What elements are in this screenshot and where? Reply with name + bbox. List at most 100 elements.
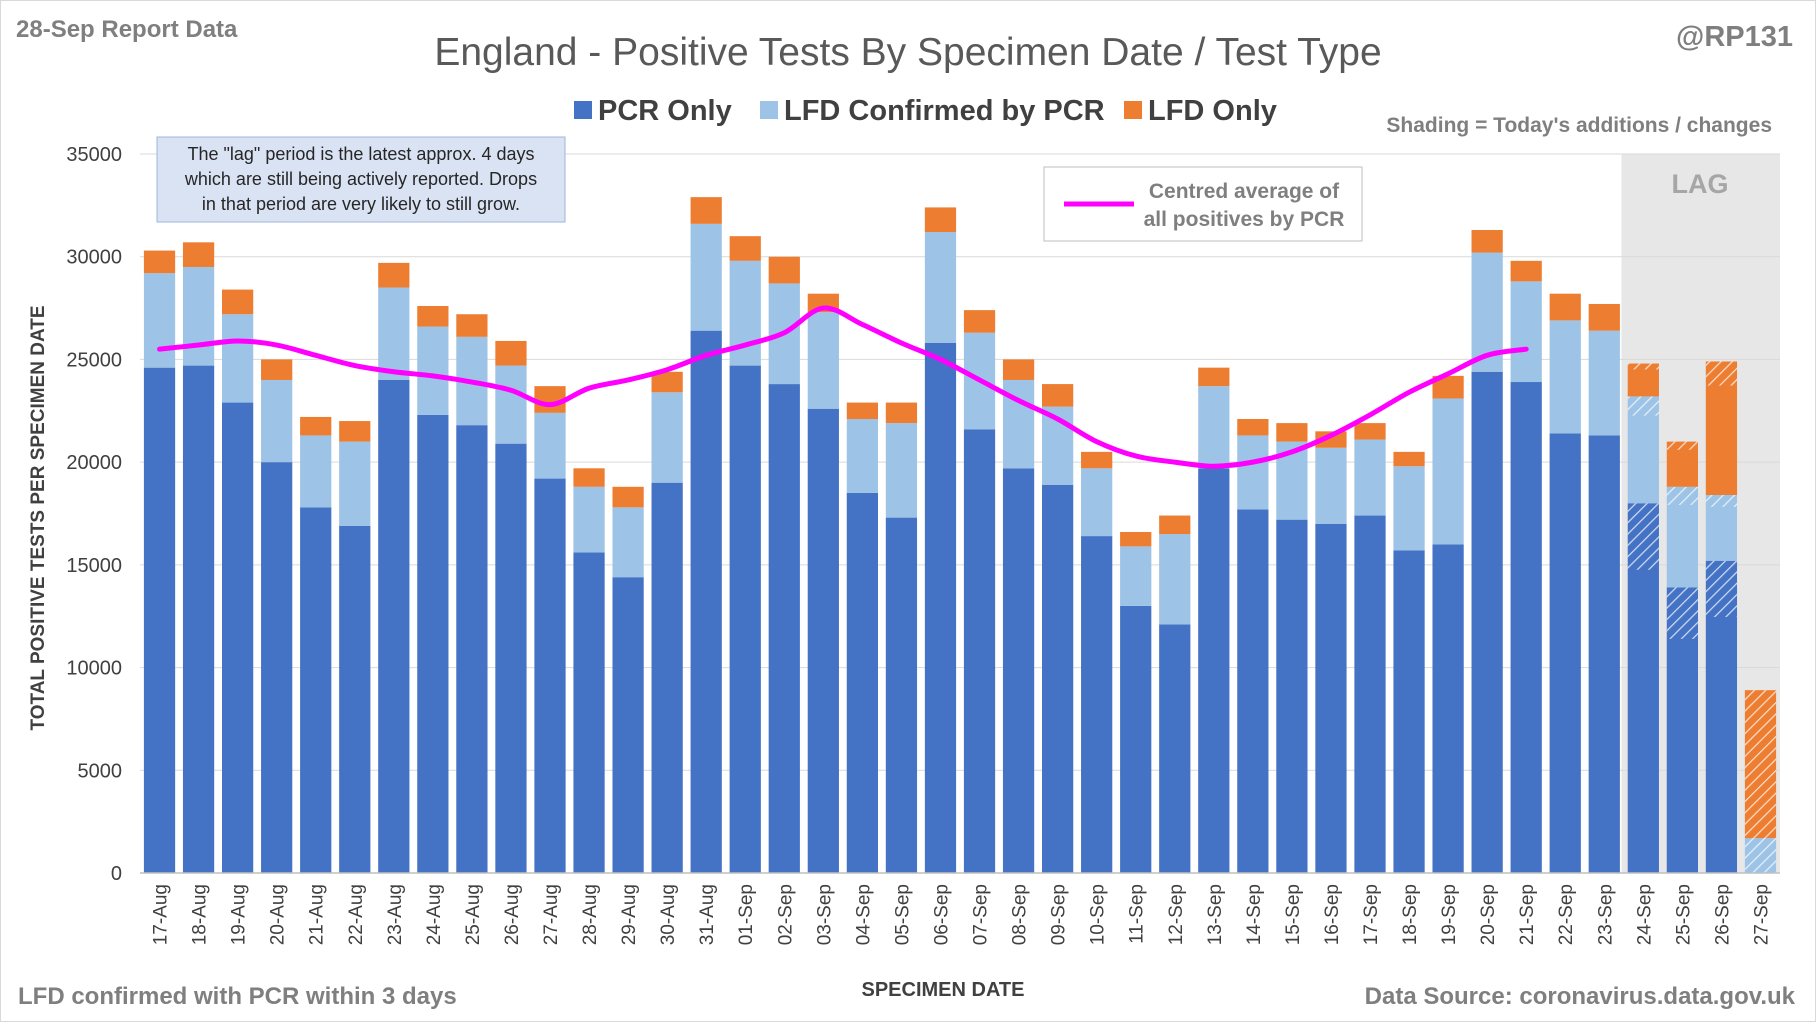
x-tick-label: 20-Aug: [268, 884, 289, 945]
x-tick-label: 19-Aug: [229, 884, 250, 945]
x-tick-label: 30-Aug: [658, 884, 679, 945]
bar-pcr-only: [651, 482, 683, 873]
bar-shading-overlay: [1705, 495, 1738, 507]
bar-pcr-only: [534, 478, 566, 873]
x-tick-label: 29-Aug: [619, 884, 640, 945]
x-tick-label: 28-Aug: [580, 884, 601, 945]
bar-lfd-only: [1120, 531, 1152, 547]
y-tick-label: 30000: [66, 247, 122, 269]
x-tick-label: 05-Sep: [892, 884, 913, 945]
x-tick-label: 22-Aug: [346, 884, 367, 945]
legend-label-lfd-confirmed: LFD Confirmed by PCR: [784, 95, 1105, 127]
bar-lfd-only: [690, 197, 722, 224]
report-date-label: 28-Sep Report Data: [16, 16, 238, 43]
bar-lfd-only: [1588, 303, 1620, 331]
bar-shading-overlay: [1744, 690, 1777, 839]
x-tick-label: 11-Sep: [1127, 884, 1148, 944]
bar-lfd-confirmed: [1432, 398, 1464, 545]
bar-shading-overlay: [1666, 486, 1698, 505]
x-tick-label: 26-Sep: [1712, 884, 1733, 945]
bar-lfd-confirmed: [261, 379, 293, 463]
bar-lfd-only: [300, 416, 332, 436]
bar-lfd-only: [417, 306, 449, 327]
bar-pcr-only: [924, 342, 957, 874]
bar-lfd-confirmed: [182, 266, 215, 366]
bar-pcr-only: [1276, 519, 1308, 873]
bar-lfd-only: [1315, 431, 1347, 448]
bar-lfd-only: [495, 340, 527, 366]
bar-lfd-confirmed: [612, 507, 644, 578]
bar-shading-overlay: [1705, 361, 1738, 386]
x-tick-label: 22-Sep: [1556, 884, 1577, 945]
bar-lfd-confirmed: [1549, 320, 1581, 434]
bar-pcr-only: [1315, 523, 1347, 873]
bar-shading-overlay: [1666, 587, 1698, 639]
x-tick-label: 04-Sep: [853, 884, 874, 945]
x-axis-ticks: 17-Aug 18-Aug 19-Aug 20-Aug 21-Aug 22-Aug 23-A…: [151, 884, 1773, 945]
bar-shading-overlay: [1627, 396, 1659, 416]
x-tick-label: 19-Sep: [1439, 884, 1460, 945]
bar-lfd-only: [378, 262, 410, 288]
bars: [143, 197, 1777, 874]
bar-lfd-confirmed: [378, 287, 410, 380]
bar-lfd-only: [1159, 515, 1191, 535]
x-tick-label: 25-Aug: [463, 884, 484, 945]
bar-pcr-only: [456, 425, 488, 873]
bar-lfd-confirmed: [1159, 534, 1191, 625]
bar-shading-overlay: [1627, 503, 1659, 570]
x-tick-label: 02-Sep: [775, 884, 796, 945]
lag-label: LAG: [1672, 169, 1729, 199]
bar-lfd-only: [768, 256, 800, 284]
x-tick-label: 20-Sep: [1478, 884, 1499, 945]
bar-pcr-only: [143, 367, 176, 873]
bar-shading-overlay: [1744, 838, 1777, 873]
bar-lfd-only: [1042, 384, 1074, 407]
bar-lfd-confirmed: [1354, 439, 1386, 516]
bar-lfd-confirmed: [1198, 386, 1230, 469]
bar-lfd-only: [1393, 451, 1425, 467]
annotation-line-1: The "lag" period is the latest approx. 4…: [188, 144, 535, 164]
y-tick-label: 5000: [78, 760, 123, 782]
x-tick-label: 24-Sep: [1634, 884, 1655, 945]
bar-pcr-only: [1354, 515, 1386, 873]
bar-lfd-only: [182, 242, 215, 267]
bar-lfd-only: [1471, 230, 1503, 253]
bar-pcr-only: [222, 402, 254, 873]
bar-lfd-confirmed: [651, 392, 683, 483]
legend-swatch-lfd-confirmed: [760, 101, 778, 119]
average-line-legend: Centred average of all positives by PCR: [1043, 166, 1363, 242]
bar-pcr-only: [339, 525, 371, 873]
y-tick-label: 15000: [66, 555, 122, 577]
bar-pcr-only: [378, 379, 410, 873]
x-tick-label: 10-Sep: [1088, 884, 1109, 945]
x-tick-label: 18-Sep: [1400, 884, 1421, 945]
bar-lfd-only: [261, 359, 293, 380]
bar-lfd-confirmed: [1315, 447, 1347, 524]
y-tick-label: 10000: [66, 658, 122, 680]
bar-lfd-confirmed: [1120, 546, 1152, 606]
bar-lfd-confirmed: [417, 326, 449, 415]
x-tick-label: 06-Sep: [931, 884, 952, 945]
bar-pcr-only: [846, 492, 878, 873]
x-tick-label: 31-Aug: [697, 884, 718, 945]
bar-pcr-only: [417, 414, 449, 873]
bar-lfd-confirmed: [573, 486, 605, 553]
x-tick-label: 13-Sep: [1205, 884, 1226, 945]
bar-lfd-only: [1354, 423, 1386, 440]
y-tick-label: 0: [111, 863, 122, 885]
bar-pcr-only: [1159, 624, 1191, 873]
bar-lfd-only: [1510, 260, 1542, 282]
x-tick-label: 24-Aug: [424, 884, 445, 945]
average-line-legend-line-1: Centred average of: [1149, 180, 1340, 203]
footnote-lfd-confirmed: LFD confirmed with PCR within 3 days: [18, 983, 457, 1010]
x-axis-title: SPECIMEN DATE: [862, 979, 1025, 1001]
bar-lfd-confirmed: [1588, 330, 1620, 436]
x-tick-label: 14-Sep: [1244, 884, 1265, 945]
bar-pcr-only: [495, 443, 527, 873]
x-tick-label: 21-Sep: [1517, 884, 1538, 945]
x-tick-label: 26-Aug: [502, 884, 523, 945]
bar-lfd-confirmed: [300, 435, 332, 508]
bar-shading-overlay: [1666, 441, 1698, 450]
bar-pcr-only: [1471, 371, 1503, 873]
